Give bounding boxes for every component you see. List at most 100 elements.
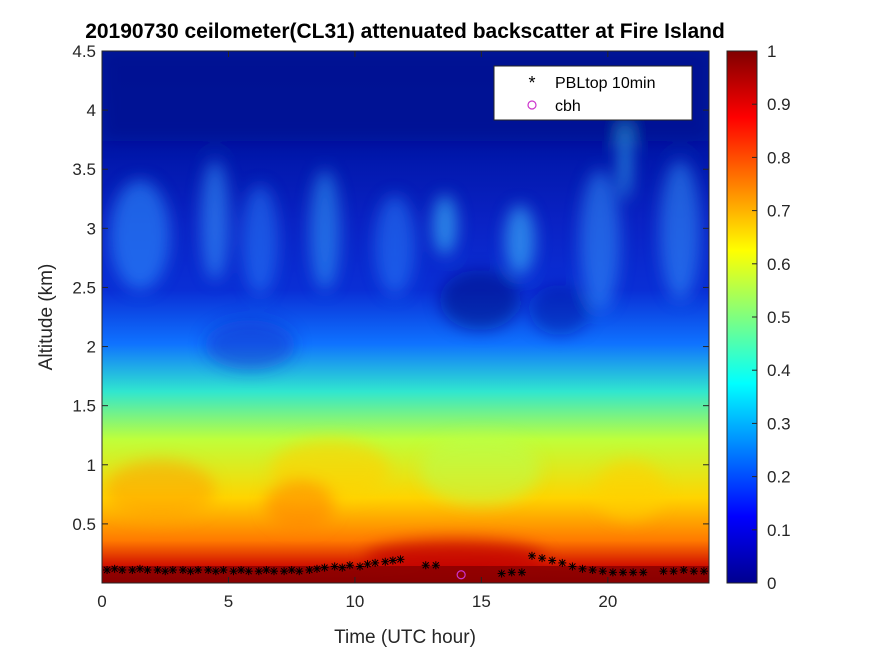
pbltop-point (619, 568, 628, 577)
legend-label-cbh: cbh (555, 98, 581, 115)
pbltop-point (629, 568, 638, 577)
series-layer (103, 551, 708, 580)
pbltop-point (118, 565, 127, 574)
chart-title: 20190730 ceilometer(CL31) attenuated bac… (85, 20, 725, 43)
pbltop-point (219, 565, 228, 574)
pbltop-point (578, 564, 587, 573)
pbltop-point (355, 562, 364, 571)
colorbar-tick-label: 1 (767, 42, 776, 61)
pbltop-point (381, 557, 390, 566)
pbltop-point (204, 565, 213, 574)
pbltop-point (186, 567, 195, 576)
colorbar-tick-label: 0.2 (767, 468, 791, 487)
pbltop-point (211, 567, 220, 576)
pbltop-point (194, 565, 203, 574)
pbltop-point (699, 567, 708, 576)
x-axis: 0 5 10 15 20 (97, 51, 617, 611)
colorbar-tick-label: 0 (767, 574, 776, 593)
colorbar-tick-label: 0.7 (767, 202, 791, 221)
x-tick-label: 15 (472, 592, 491, 611)
pbltop-point (135, 564, 144, 573)
pbltop-point (269, 567, 278, 576)
pbltop-point (305, 565, 314, 574)
y-axis: 0.5 1 1.5 2 2.5 3 3.5 4 4.5 (72, 42, 709, 534)
legend-box (493, 65, 693, 121)
y-tick-label: 3.5 (72, 160, 96, 179)
legend-marker-asterisk: * (528, 73, 535, 93)
pbltop-point (669, 567, 678, 576)
pbltop-point (659, 567, 668, 576)
pbltop-point (287, 565, 296, 574)
pbltop-point (371, 558, 380, 567)
pbltop-point (161, 567, 170, 576)
pbltop-point (363, 560, 372, 569)
pbltop-point (396, 555, 405, 564)
y-tick-label: 2.5 (72, 278, 96, 297)
colorbar-ticks: 0 0.1 0.2 0.3 0.4 0.5 0.6 0.7 0.8 0.9 1 (752, 42, 791, 593)
pbltop-point (421, 561, 430, 570)
y-axis-title: Altitude (km) (36, 264, 57, 371)
x-axis-title: Time (UTC hour) (334, 627, 476, 648)
pbltop-point (588, 565, 597, 574)
colorbar-tick-label: 0.3 (767, 414, 791, 433)
pbltop-point (103, 565, 112, 574)
legend-label-pbltop: PBLtop 10min (555, 75, 656, 92)
pbltop-point (679, 565, 688, 574)
colorbar-tick-label: 0.4 (767, 361, 791, 380)
y-tick-label: 4.5 (72, 42, 96, 61)
pbltop-point (568, 562, 577, 571)
y-tick-label: 4 (87, 101, 96, 120)
pbltop-point (517, 568, 526, 577)
pbltop-point (280, 567, 289, 576)
x-tick-label: 20 (598, 592, 617, 611)
pbltop-point (110, 564, 119, 573)
y-tick-label: 0.5 (72, 515, 96, 534)
pbltop-point (254, 567, 263, 576)
legend: * PBLtop 10min cbh (493, 65, 693, 121)
pbltop-point (229, 567, 238, 576)
pbltop-point (143, 565, 152, 574)
colorbar: 0 0.1 0.2 0.3 0.4 0.5 0.6 0.7 0.8 0.9 1 (726, 42, 791, 593)
pbltop-point (388, 556, 397, 565)
pbltop-point (507, 568, 516, 577)
x-tick-label: 10 (345, 592, 364, 611)
pbltop-point (497, 569, 506, 578)
pbltop-point (312, 564, 321, 573)
pbltop-point (548, 556, 557, 565)
x-tick-label: 5 (224, 592, 233, 611)
pbltop-point (345, 561, 354, 570)
pbltop-point (338, 563, 347, 572)
pbltop-point (598, 567, 607, 576)
colorbar-tick-label: 0.9 (767, 95, 791, 114)
pbltop-point (262, 565, 271, 574)
pbltop-point (128, 565, 137, 574)
pbltop-point (237, 565, 246, 574)
pbltop-point (639, 568, 648, 577)
y-tick-label: 3 (87, 219, 96, 238)
plot-area-frame (101, 50, 710, 584)
colorbar-tick-label: 0.5 (767, 308, 791, 327)
x-tick-label: 0 (97, 592, 106, 611)
pbltop-point (168, 565, 177, 574)
colorbar-tick-label: 0.1 (767, 521, 791, 540)
pbltop-point (608, 568, 617, 577)
pbltop-point (689, 567, 698, 576)
y-tick-label: 1 (87, 456, 96, 475)
colorbar-tick-label: 0.8 (767, 148, 791, 167)
y-tick-label: 2 (87, 338, 96, 357)
pbltop-point (330, 562, 339, 571)
pbltop-point (178, 565, 187, 574)
pbltop-point (153, 565, 162, 574)
legend-marker-circle (527, 100, 537, 110)
pbltop-point (538, 554, 547, 563)
pbltop-point (527, 551, 536, 560)
heatmap-field (102, 51, 709, 583)
colorbar-tick-label: 0.6 (767, 255, 791, 274)
pbltop-point (431, 561, 440, 570)
pbltop-point (244, 567, 253, 576)
pbltop-point (295, 567, 304, 576)
pbltop-point (558, 558, 567, 567)
cbh-point (456, 570, 466, 580)
y-tick-label: 1.5 (72, 397, 96, 416)
